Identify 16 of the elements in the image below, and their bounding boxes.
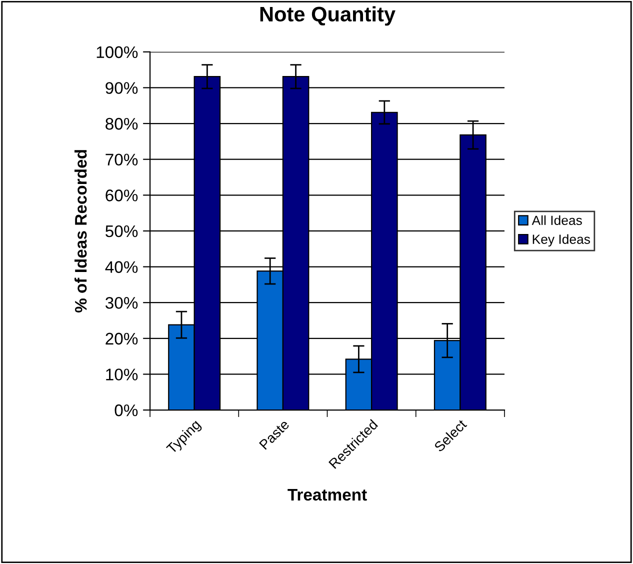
y-tick-label: 20%	[106, 332, 138, 345]
y-tick-label: 30%	[105, 296, 138, 309]
y-tick-label: 40%	[105, 261, 138, 273]
chart-title: Note Quantity	[260, 6, 396, 26]
y-tick-label: 80%	[106, 118, 138, 130]
y-tick-label: 0%	[114, 404, 138, 416]
y-tick-label: 100%	[96, 46, 138, 58]
y-axis-title: % of Ideas Recorded	[74, 150, 87, 313]
x-axis-title: Treatment	[288, 489, 367, 501]
y-tick-label: 50%	[106, 225, 138, 238]
y-tick-label: 60%	[106, 190, 138, 202]
y-tick-label: 90%	[106, 82, 138, 94]
legend-label: Key Ideas	[532, 234, 590, 247]
legend-label: All Ideas	[532, 215, 582, 226]
y-tick-label: 70%	[106, 154, 138, 166]
y-tick-label: 10%	[106, 368, 138, 380]
